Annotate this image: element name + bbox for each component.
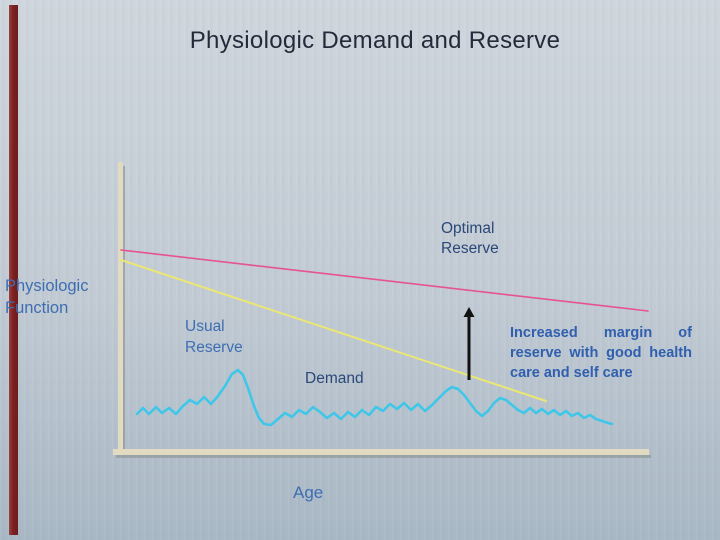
slide-title: Physiologic Demand and Reserve (189, 27, 561, 54)
series-line-demand (135, 368, 614, 427)
usual-reserve-label: Usual Reserve (185, 318, 243, 356)
left-accent-bar (9, 5, 18, 535)
reserve-margin-arrow-head (463, 307, 475, 317)
y-axis-shadow (123, 166, 125, 455)
series-line-optimal-reserve (120, 249, 649, 312)
series-line-usual-reserve (120, 259, 547, 402)
y-axis-label: Physiologic Function (5, 277, 89, 317)
demand-label: Demand (305, 370, 364, 387)
x-axis-line (113, 449, 649, 455)
y-axis-line (118, 162, 123, 452)
x-axis-shadow (116, 455, 651, 458)
x-axis-label: Age (293, 483, 324, 502)
optimal-reserve-label: Optimal Reserve (441, 220, 499, 257)
margin-annotation: Increased margin of reserve with good he… (510, 325, 692, 381)
